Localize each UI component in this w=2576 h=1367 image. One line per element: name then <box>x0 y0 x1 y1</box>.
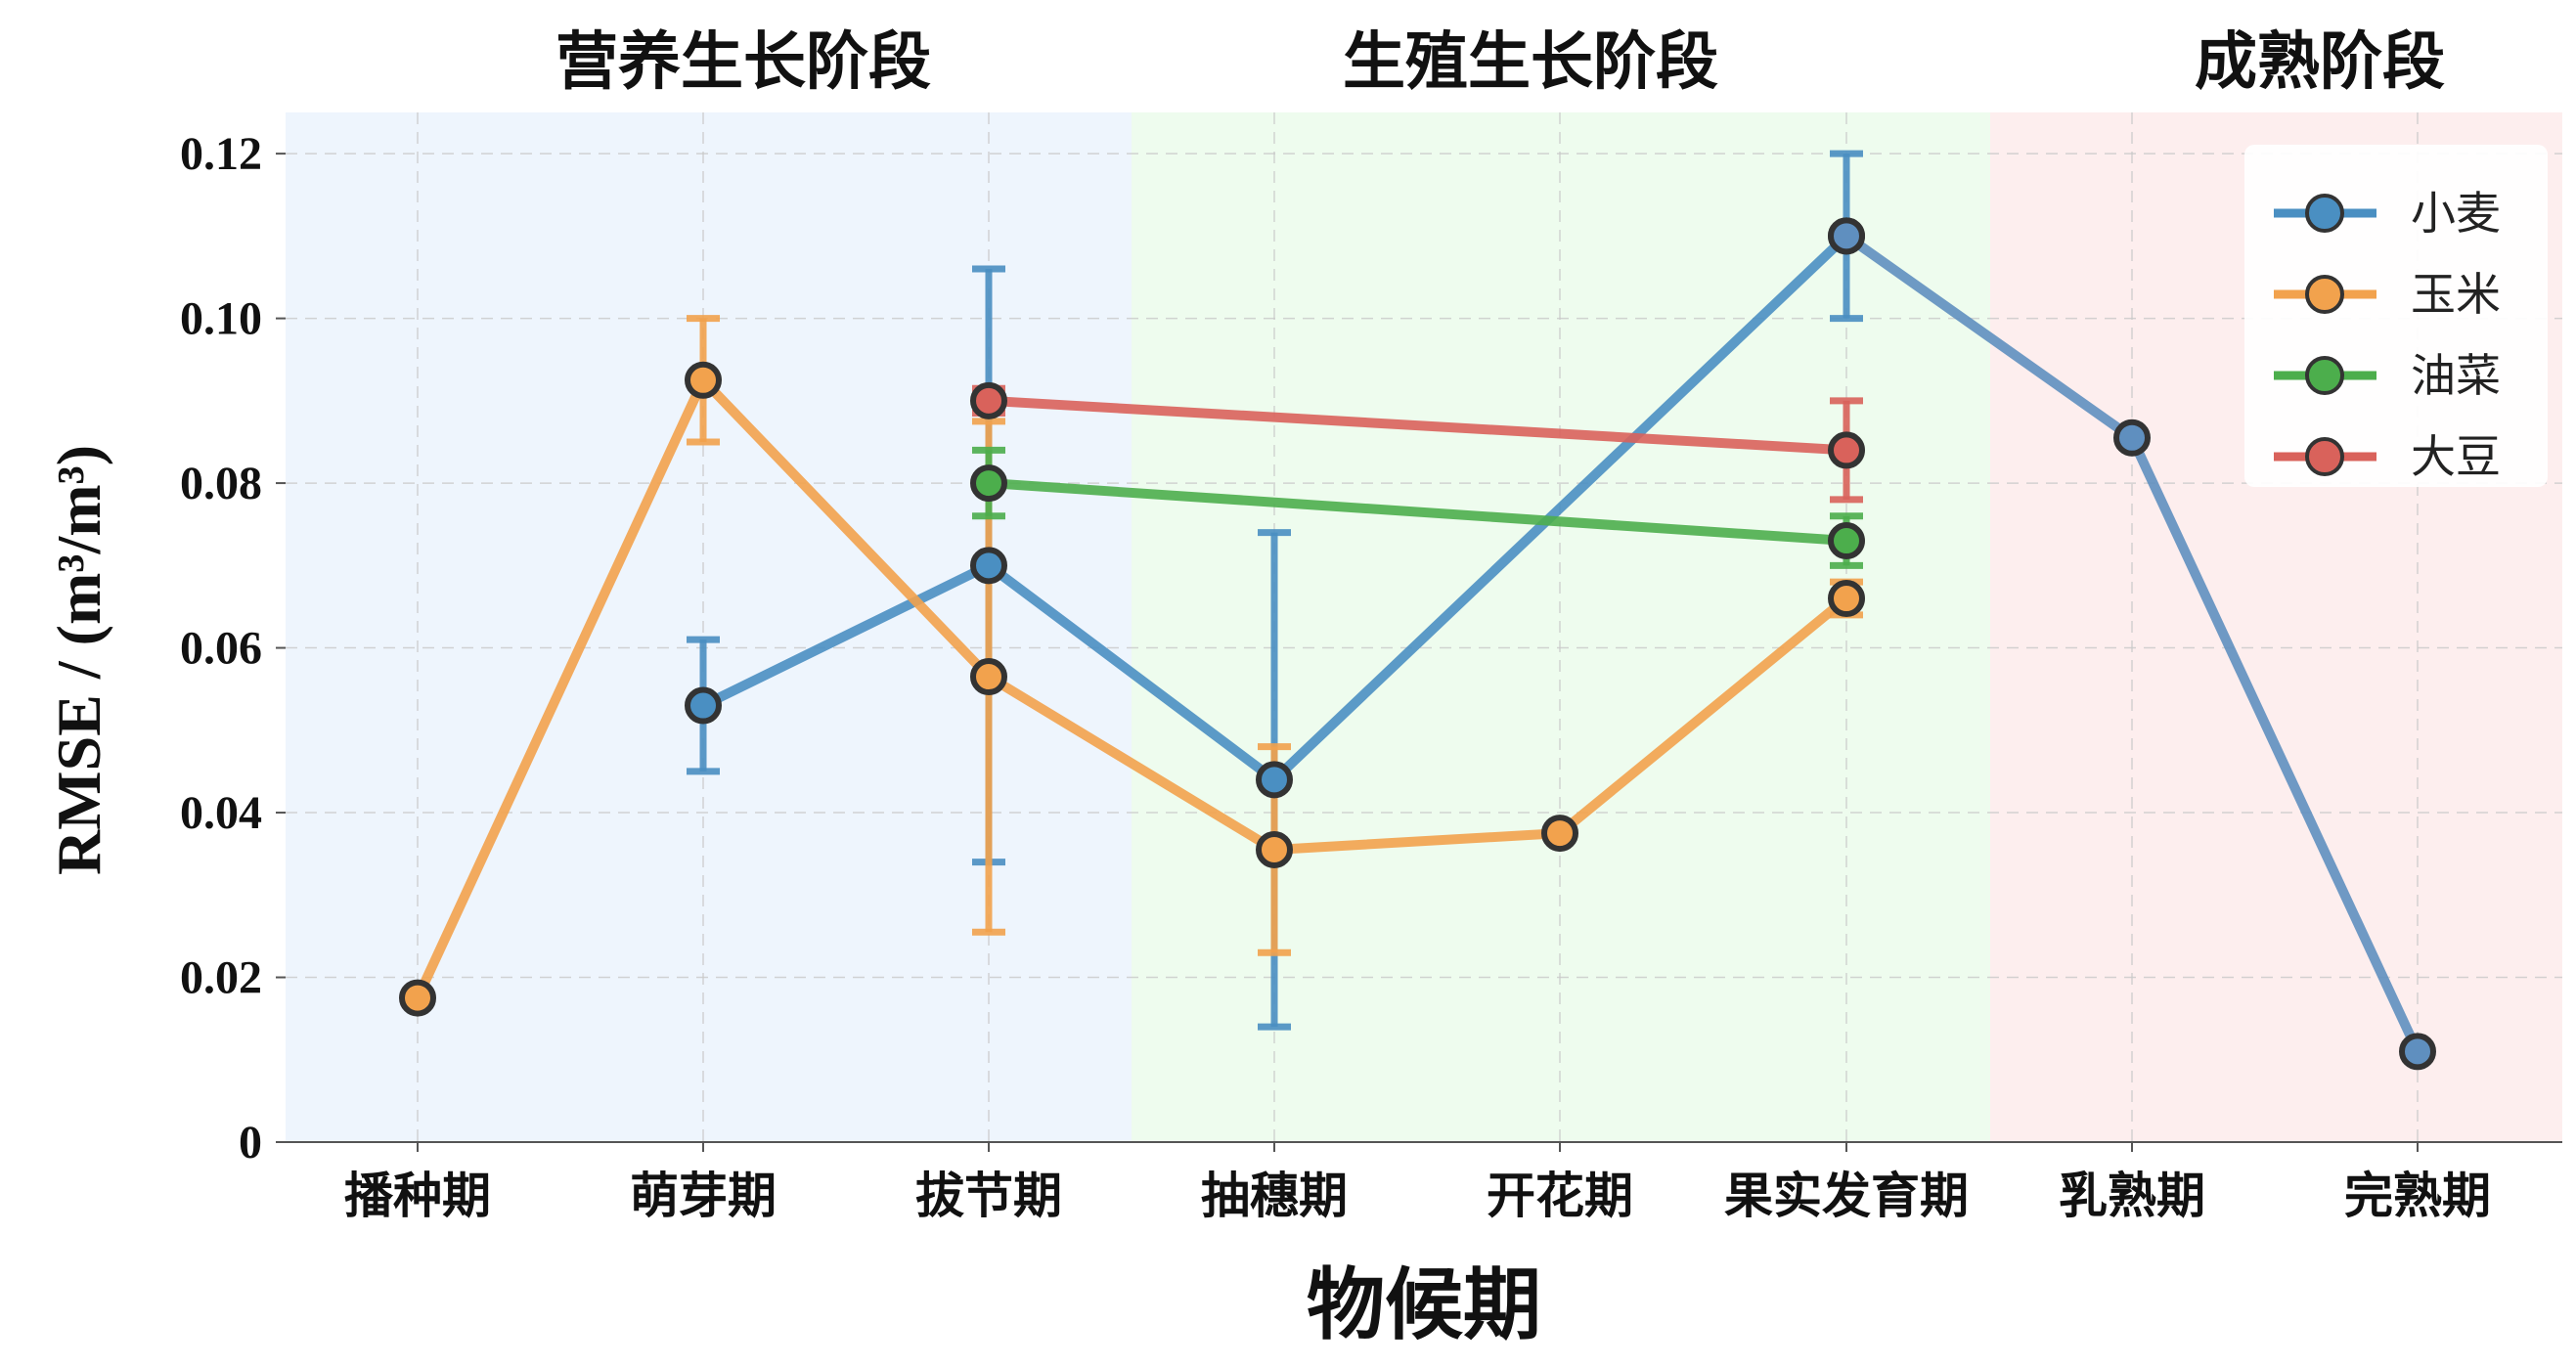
grid-lines <box>286 112 2562 1142</box>
x-tick-label: 乳熟期 <box>2059 1167 2205 1224</box>
x-tick-label: 抽穗期 <box>1201 1167 1348 1224</box>
data-point <box>2113 419 2151 457</box>
data-point <box>970 547 1007 585</box>
data-point <box>970 658 1007 696</box>
legend-marker <box>2305 437 2344 476</box>
series-line <box>984 395 1851 456</box>
y-tick-label: 0.08 <box>180 458 262 509</box>
data-point <box>970 464 1007 503</box>
series-line <box>984 478 1851 547</box>
stage-title: 生殖生长阶段 <box>1343 25 1718 99</box>
data-point <box>2399 1033 2436 1071</box>
legend-marker <box>2305 194 2344 233</box>
data-point <box>1828 431 1865 469</box>
stage-title: 成熟阶段 <box>2195 25 2445 99</box>
x-tick-label: 播种期 <box>344 1167 491 1224</box>
x-tick-label: 完熟期 <box>2344 1167 2491 1224</box>
data-point <box>1828 580 1865 618</box>
legend-box <box>2244 145 2548 487</box>
data-point <box>399 979 436 1017</box>
y-axis-label: RMSE / (m³/m³) <box>44 445 113 875</box>
data-points <box>399 217 2436 1071</box>
x-tick-label: 萌芽期 <box>630 1167 777 1224</box>
legend-marker <box>2305 356 2344 395</box>
series-lines <box>413 231 2422 1057</box>
data-point <box>1256 761 1293 799</box>
x-tick-label: 拔节期 <box>915 1167 1062 1224</box>
y-tick-labels: 0 0.02 0.04 0.06 0.08 0.10 0.12 <box>180 128 286 1169</box>
x-tick-label: 果实发育期 <box>1724 1167 1969 1224</box>
y-tick-label: 0.10 <box>180 293 262 345</box>
y-tick-label: 0 <box>239 1117 262 1169</box>
stage-background <box>1132 112 1990 1142</box>
x-axis-label: 物候期 <box>1307 1258 1541 1350</box>
x-tick-label: 开花期 <box>1487 1167 1633 1224</box>
series-line <box>698 231 1851 785</box>
legend-label: 油菜 <box>2411 349 2501 402</box>
data-point <box>685 361 722 399</box>
stage-title: 营养生长阶段 <box>555 25 931 99</box>
data-point <box>1828 217 1865 255</box>
legend-marker <box>2305 275 2344 314</box>
x-tick-labels: 播种期 萌芽期 拔节期 抽穗期 开花期 果实发育期 乳熟期 完熟期 <box>344 1142 2491 1224</box>
y-tick-label: 0.02 <box>180 952 262 1004</box>
legend-label: 玉米 <box>2411 268 2501 321</box>
legend-label: 大豆 <box>2411 430 2501 483</box>
legend-label: 小麦 <box>2411 187 2501 240</box>
data-point <box>1541 815 1578 853</box>
y-tick-label: 0.04 <box>180 787 262 839</box>
data-point <box>685 686 722 725</box>
series-line <box>413 375 1851 1003</box>
y-tick-label: 0.12 <box>180 128 262 180</box>
stage-titles: 营养生长阶段 生殖生长阶段 成熟阶段 <box>555 25 2445 99</box>
y-tick-label: 0.06 <box>180 623 262 675</box>
data-point <box>1256 830 1293 868</box>
data-point <box>1828 522 1865 560</box>
data-point <box>970 381 1007 419</box>
